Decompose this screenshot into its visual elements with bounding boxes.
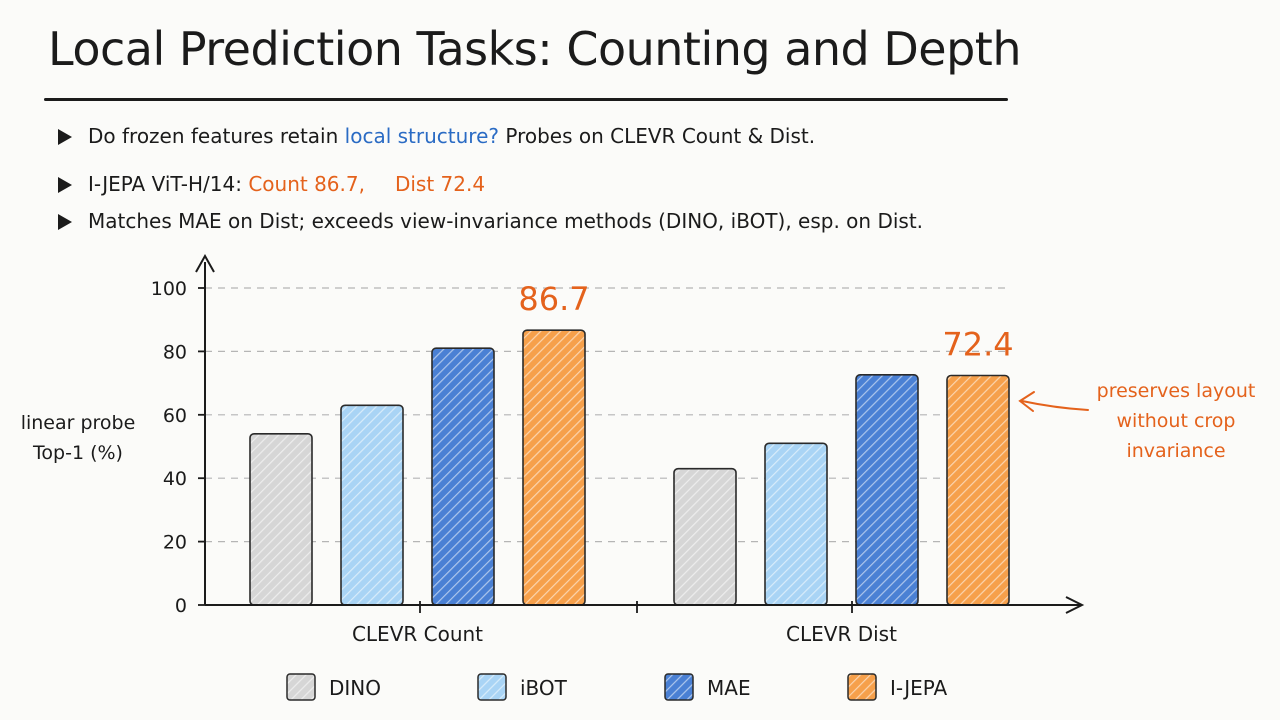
bullet-comparison: Matches MAE on Dist; exceeds view-invari…	[58, 209, 923, 233]
bar-ibot-clevr-dist	[764, 442, 828, 606]
grid-lines	[205, 287, 1010, 543]
bullet-2-pre: I-JEPA ViT-H/14:	[88, 172, 249, 196]
bullet-2-dist: Dist 72.4	[394, 172, 486, 196]
y-tick-label: 0	[175, 595, 187, 617]
slide-title: Local Prediction Tasks: Counting and Dep…	[48, 22, 1022, 76]
bullet-ijepa-results: I-JEPA ViT-H/14: Count 86.7, Dist 72.4	[58, 172, 485, 196]
bullet-1-highlight: local structure?	[344, 124, 499, 148]
legend-swatch	[477, 673, 507, 701]
y-tick-label: 60	[163, 405, 187, 427]
bar-ibot-clevr-count	[340, 404, 404, 606]
legend-swatch	[286, 673, 316, 701]
legend-swatch	[664, 673, 694, 701]
y-tick-label: 80	[163, 341, 187, 363]
y-axis-label: linear probe Top-1 (%)	[21, 412, 136, 464]
legend-item-mae: MAE	[664, 673, 751, 701]
bullet-1-pre: Do frozen features retain	[88, 124, 345, 148]
x-axis-arrow-icon	[1065, 596, 1085, 614]
bar-i-jepa-clevr-count	[522, 329, 586, 606]
axes	[195, 253, 1085, 614]
x-category-label: CLEVR Dist	[786, 622, 897, 646]
bullet-3-text: Matches MAE on Dist; exceeds view-invari…	[88, 209, 924, 233]
annotation-arrow-icon	[1018, 391, 1089, 412]
bullet-local-structure: Do frozen features retain local structur…	[58, 124, 815, 148]
chart-labels: 0 20 40 60 80 100 linear probe Top-1 (%) CLEVR C…	[21, 278, 1256, 646]
bullet-marker-icon	[58, 177, 72, 193]
y-tick-label: 20	[163, 532, 187, 554]
y-tick-label: 40	[163, 468, 187, 490]
legend-label: MAE	[707, 676, 751, 700]
legend-label: I-JEPA	[890, 676, 948, 700]
bullet-marker-icon	[58, 214, 72, 230]
bar-mae-clevr-count	[431, 347, 495, 606]
legend-label: iBOT	[520, 676, 568, 700]
legend: DINO iBOT MAE I-JEPA	[286, 673, 948, 701]
bullet-1-post: Probes on CLEVR Count & Dist.	[499, 124, 816, 148]
data-label: 86.7	[518, 280, 589, 318]
title-underline	[44, 98, 1008, 101]
legend-item-dino: DINO	[286, 673, 381, 701]
y-axis-arrow-icon	[195, 253, 215, 273]
legend-swatch	[847, 673, 877, 701]
data-label: 72.4	[942, 325, 1013, 363]
x-category-label: CLEVR Count	[352, 622, 483, 646]
annotation-text: preserves layout without crop invariance	[1097, 380, 1256, 462]
bar-mae-clevr-dist	[855, 374, 919, 606]
bullet-marker-icon	[58, 129, 72, 145]
legend-item-ibot: iBOT	[477, 673, 568, 701]
bar-dino-clevr-dist	[673, 467, 737, 606]
legend-item-i-jepa: I-JEPA	[847, 673, 948, 701]
legend-label: DINO	[329, 676, 381, 700]
y-tick-label: 100	[151, 278, 187, 300]
bar-dino-clevr-count	[249, 433, 313, 606]
bars	[249, 329, 1010, 606]
bar-i-jepa-clevr-dist	[946, 374, 1010, 606]
bullet-2-count: Count 86.7,	[248, 172, 365, 196]
